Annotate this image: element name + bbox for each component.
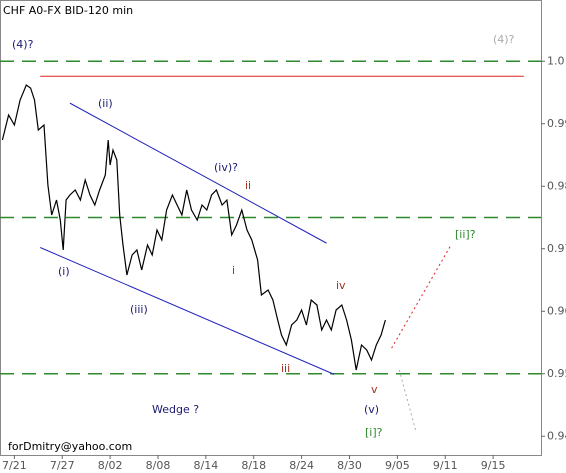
chart-title: CHF A0-FX BID-120 min — [3, 4, 133, 17]
x-tick-label: 8/14 — [194, 459, 219, 472]
y-tick-label: 0.96 — [547, 304, 566, 317]
wave-label: forDmitry@yahoo.com — [8, 440, 132, 453]
wave-label: (i) — [58, 265, 70, 278]
wave-label: (4)? — [493, 33, 515, 46]
x-tick-label: 8/02 — [98, 459, 123, 472]
price-line — [1, 84, 386, 371]
y-tick-label: 1.0 — [547, 54, 565, 67]
x-tick-label: 8/18 — [241, 459, 266, 472]
x-tick-label: 8/24 — [289, 459, 314, 472]
x-tick-label: 9/05 — [385, 459, 410, 472]
y-tick-label: 0.97 — [547, 242, 566, 255]
wave-label: iii — [281, 362, 290, 375]
y-tick-label: 0.98 — [547, 179, 566, 192]
wave-label: (iv)? — [214, 161, 238, 174]
x-tick-label: 8/08 — [146, 459, 171, 472]
y-tick-label: 0.99 — [547, 117, 566, 130]
x-tick-label: 9/11 — [433, 459, 458, 472]
annotation-line — [398, 369, 417, 431]
wave-label: (4)? — [12, 38, 34, 51]
wave-label: [ii]? — [455, 228, 476, 241]
x-tick-label: 9/15 — [481, 459, 506, 472]
annotation-line — [40, 247, 335, 375]
x-tick-label: 7/21 — [2, 459, 27, 472]
annotation-line — [69, 102, 327, 244]
wave-label: [i]? — [365, 426, 383, 439]
wave-label: ii — [245, 179, 251, 192]
wave-label: (ii) — [98, 97, 113, 110]
y-tick-label: 0.95 — [547, 367, 566, 380]
x-tick-label: 8/30 — [337, 459, 362, 472]
wave-label: Wedge ? — [152, 403, 199, 416]
y-tick-label: 0.94 — [547, 429, 566, 442]
wave-label: (v) — [364, 403, 379, 416]
x-tick-label: 7/27 — [50, 459, 75, 472]
wave-label: i — [232, 264, 235, 277]
wave-label: (iii) — [130, 303, 148, 316]
wave-label: v — [371, 383, 378, 396]
wave-label: iv — [336, 279, 346, 292]
